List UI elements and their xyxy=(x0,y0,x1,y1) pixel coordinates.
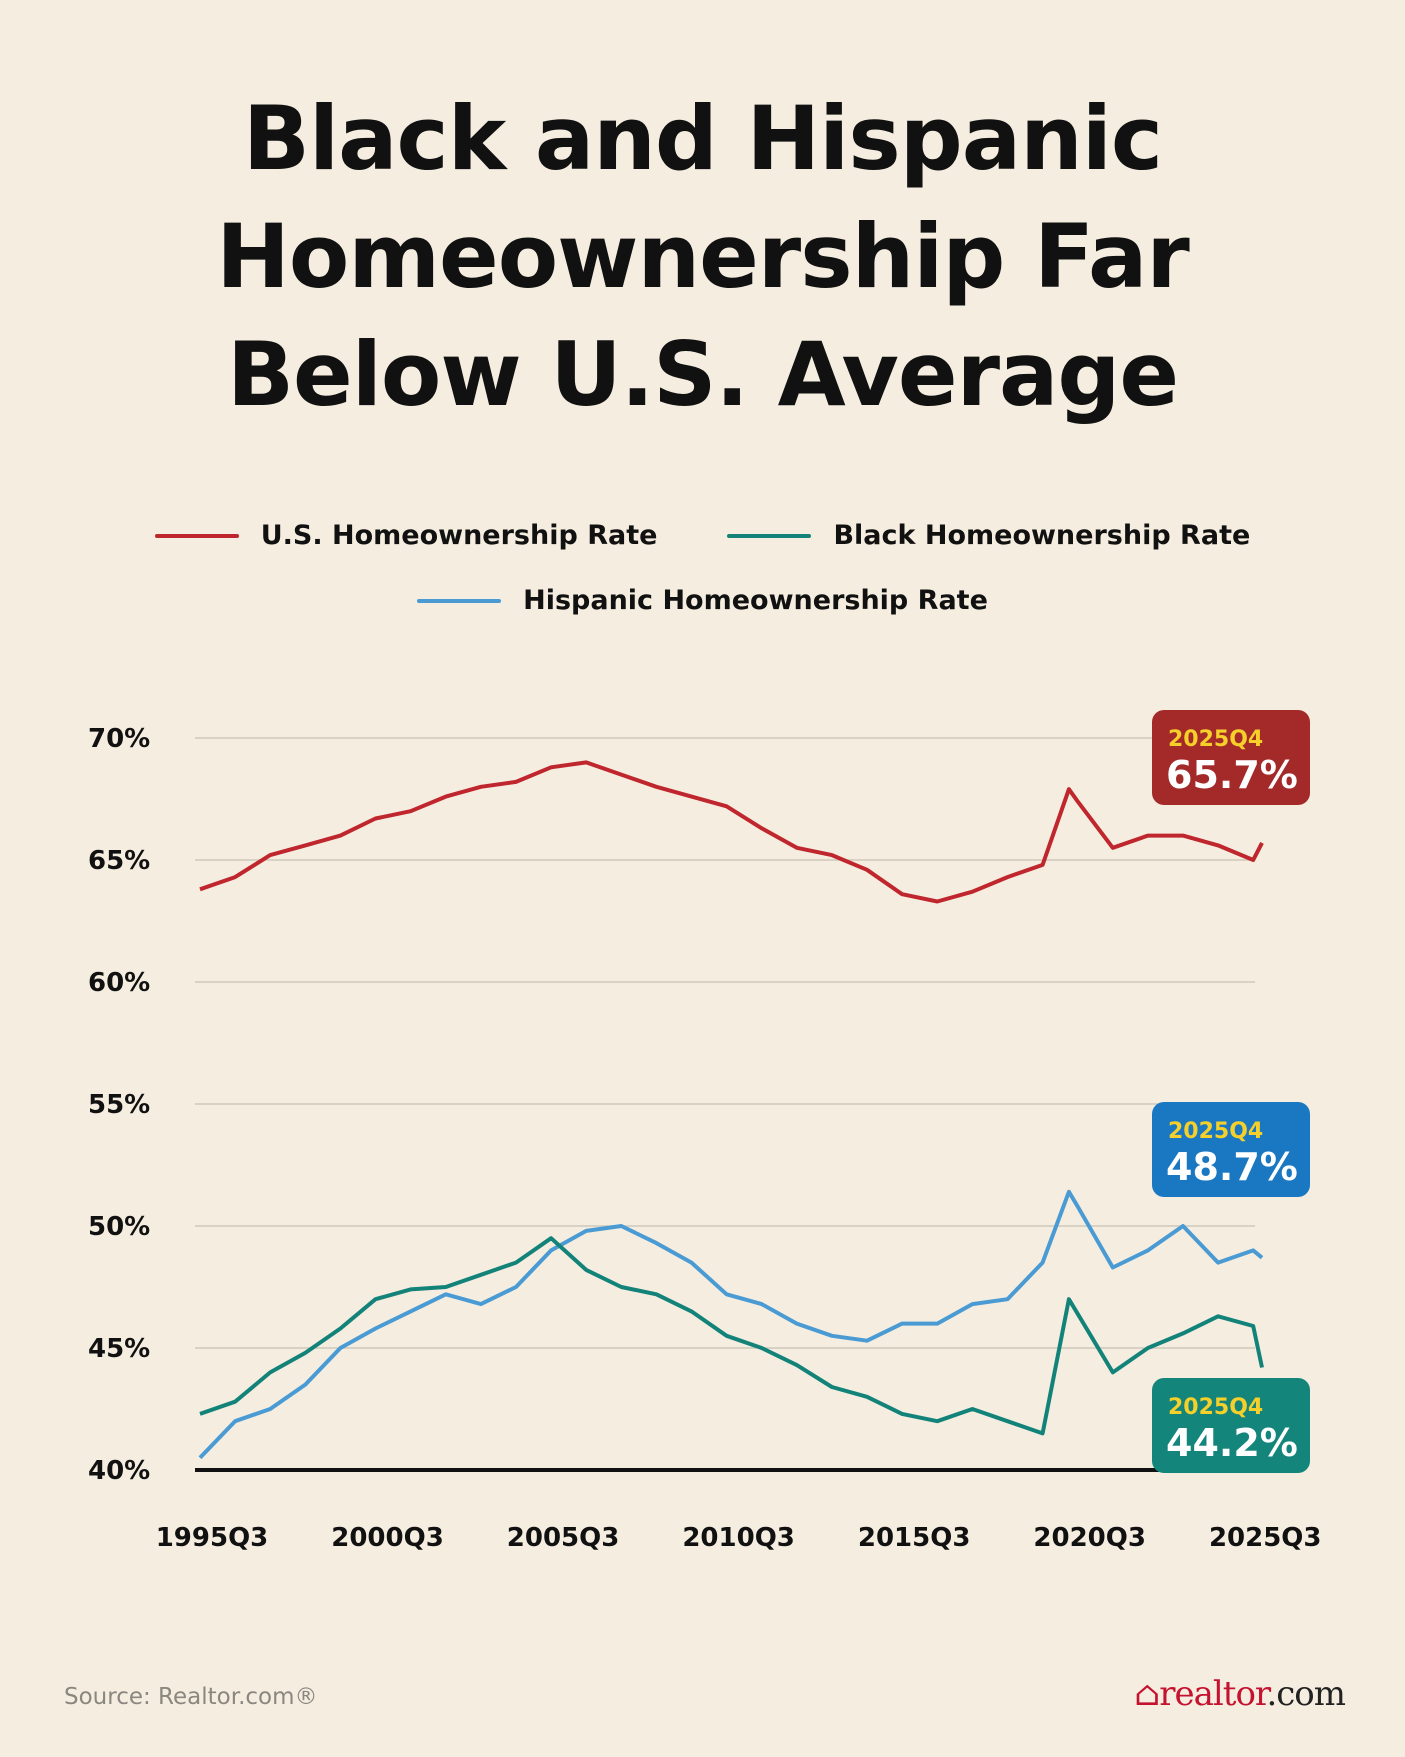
legend-swatch xyxy=(727,533,812,538)
legend-label: U.S. Homeownership Rate xyxy=(260,520,658,551)
x-tick-label: 2010Q3 xyxy=(682,1523,795,1553)
badge-value: 48.7% xyxy=(1166,1145,1298,1189)
legend-swatch xyxy=(417,598,502,603)
legend-label: Black Homeownership Rate xyxy=(833,520,1251,551)
house-icon: ⌂ xyxy=(1134,1674,1160,1714)
badge-black xyxy=(1152,1378,1310,1473)
x-tick-label: 2025Q3 xyxy=(1209,1523,1322,1553)
page-title: Black and Hispanic Homeownership Far Bel… xyxy=(0,80,1405,434)
series-line-us xyxy=(199,760,1264,904)
badge-value: 44.2% xyxy=(1166,1421,1298,1465)
legend-swatch xyxy=(154,533,239,538)
legend-item-us: U.S. Homeownership Rate xyxy=(154,520,658,551)
x-tick-label: 2000Q3 xyxy=(331,1523,444,1553)
title-line: Below U.S. Average xyxy=(226,323,1179,426)
y-tick-label: 60% xyxy=(88,968,150,998)
y-tick-label: 55% xyxy=(88,1090,150,1120)
legend-item-hispanic: Hispanic Homeownership Rate xyxy=(417,585,988,616)
source-note: Source: Realtor.com® xyxy=(64,1684,318,1710)
badge-label: 2025Q4 xyxy=(1168,1119,1263,1144)
badge-us xyxy=(1152,710,1310,805)
legend: U.S. Homeownership Rate Black Homeowners… xyxy=(0,520,1405,551)
realtor-logo: ⌂realtor.com xyxy=(1134,1674,1346,1714)
legend-label: Hispanic Homeownership Rate xyxy=(523,585,988,616)
badge-label: 2025Q4 xyxy=(1168,727,1263,752)
y-tick-label: 50% xyxy=(88,1212,150,1242)
title-line: Black and Hispanic xyxy=(242,87,1163,190)
legend-item-black: Black Homeownership Rate xyxy=(727,520,1250,551)
series-line-hispanic xyxy=(198,1189,1264,1460)
x-tick-label: 1995Q3 xyxy=(156,1523,269,1553)
badge-label: 2025Q4 xyxy=(1168,1395,1263,1420)
x-tick-label: 2005Q3 xyxy=(507,1523,620,1553)
series-line-black xyxy=(199,1236,1264,1436)
title-line: Homeownership Far xyxy=(216,205,1190,308)
y-tick-label: 65% xyxy=(88,846,150,876)
y-tick-label: 70% xyxy=(88,724,150,754)
badge-value: 65.7% xyxy=(1166,753,1298,797)
legend-row-2: Hispanic Homeownership Rate xyxy=(0,585,1405,616)
y-tick-label: 40% xyxy=(88,1456,150,1486)
x-tick-label: 2020Q3 xyxy=(1033,1523,1146,1553)
x-tick-label: 2015Q3 xyxy=(858,1523,971,1553)
y-tick-label: 45% xyxy=(88,1334,150,1364)
badge-hispanic xyxy=(1152,1102,1310,1197)
